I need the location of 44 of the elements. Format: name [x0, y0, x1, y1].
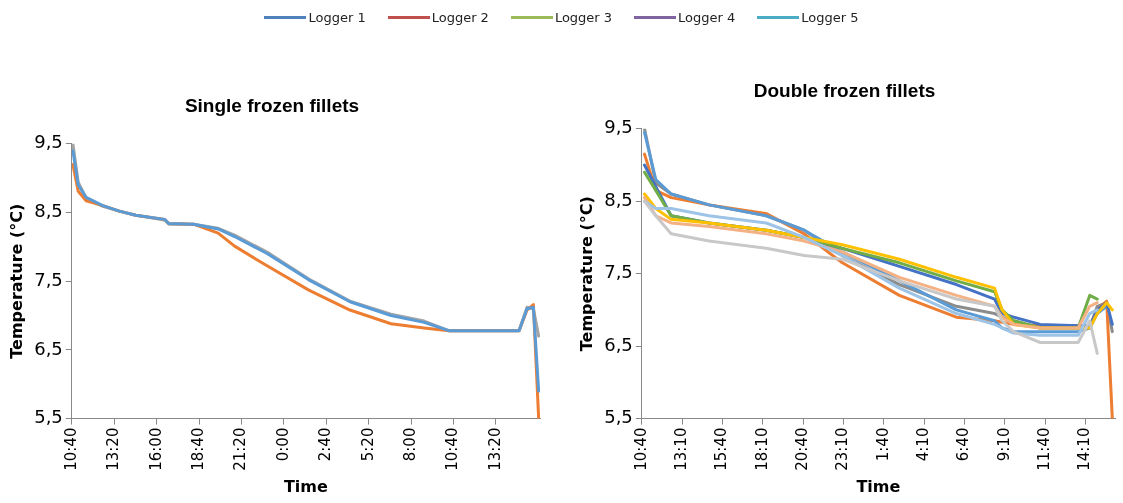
- x-tick-label: 13:20: [485, 427, 504, 471]
- x-tick-label: 6:40: [954, 427, 973, 462]
- x-tick-label: 21:20: [231, 427, 250, 471]
- x-tick-label: 1:40: [873, 427, 892, 462]
- x-tick-label: 11:40: [1034, 427, 1053, 471]
- x-axis-title: Time: [856, 476, 901, 496]
- x-tick-label: 18:10: [752, 427, 771, 471]
- x-axis-title: Time: [283, 476, 329, 496]
- x-tick-label: 10:40: [61, 427, 80, 471]
- y-tick-label: 7,5: [34, 268, 63, 290]
- x-tick-label: 20:40: [793, 427, 812, 471]
- y-tick-label: 7,5: [604, 261, 633, 283]
- x-tick-label: 4:10: [914, 427, 933, 462]
- x-tick-label: 0:00: [273, 427, 292, 462]
- x-tick-label: 14:10: [1075, 427, 1094, 471]
- x-tick-label: 23:10: [833, 427, 852, 471]
- legend-label: Logger 1: [308, 10, 366, 25]
- y-tick-label: 6,5: [34, 337, 63, 359]
- y-tick-label: 8,5: [34, 200, 63, 222]
- x-tick-label: 13:10: [672, 427, 691, 471]
- y-axis-title: Temperature (°C): [576, 196, 596, 352]
- y-tick-label: 5,5: [34, 406, 63, 428]
- chart-title: Single frozen fillets: [184, 94, 360, 116]
- x-tick-label: 18:40: [188, 427, 207, 471]
- y-axis-title: Temperature (°C): [6, 203, 26, 359]
- x-tick-label: 2:40: [316, 427, 335, 462]
- y-tick-label: 9,5: [34, 131, 63, 153]
- x-tick-label: 16:00: [146, 427, 165, 471]
- x-tick-label: 8:00: [401, 427, 420, 462]
- y-tick-label: 8,5: [604, 188, 633, 210]
- y-tick-label: 9,5: [604, 116, 633, 138]
- chart-title: Double frozen fillets: [753, 79, 936, 101]
- y-tick-label: 6,5: [604, 333, 633, 355]
- x-tick-label: 9:10: [994, 427, 1013, 462]
- legend-label: Logger 5: [801, 10, 859, 25]
- x-tick-label: 15:40: [712, 427, 731, 471]
- legend-label: Logger 4: [678, 10, 736, 25]
- x-tick-label: 10:40: [443, 427, 462, 471]
- legend-label: Logger 3: [554, 10, 613, 25]
- x-tick-label: 5:20: [358, 427, 377, 462]
- x-tick-label: 10:40: [631, 427, 650, 471]
- y-tick-label: 5,5: [604, 406, 633, 428]
- legend-label: Logger 2: [431, 10, 489, 25]
- x-tick-label: 13:20: [104, 427, 123, 471]
